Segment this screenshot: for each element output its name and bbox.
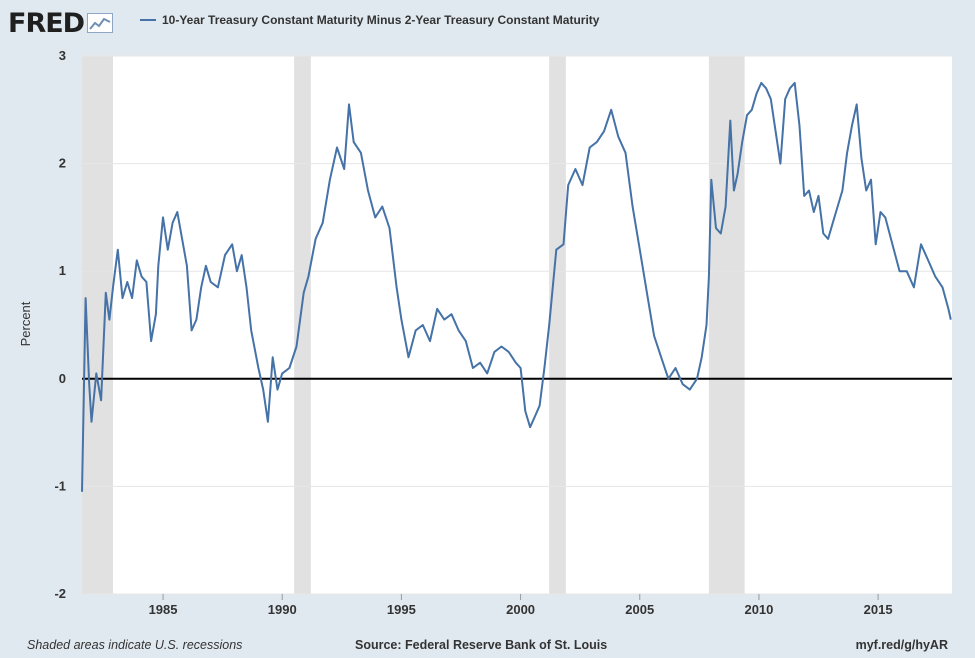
y-tick-label: -2 <box>54 586 66 601</box>
y-tick-label: 1 <box>59 263 66 278</box>
chart-header: FRED 10-Year Treasury Constant Maturity … <box>0 0 975 46</box>
x-tick-label: 2015 <box>864 602 893 617</box>
recession-band <box>294 56 311 594</box>
y-axis: 3 2 1 0 -1 -2 <box>54 48 66 601</box>
recession-band <box>549 56 566 594</box>
legend-series-label: 10-Year Treasury Constant Maturity Minus… <box>162 13 600 27</box>
chart-line-icon <box>87 13 114 33</box>
y-tick-label: -1 <box>54 478 66 493</box>
fred-logo[interactable]: FRED <box>8 6 114 40</box>
x-tick-label: 2000 <box>506 602 535 617</box>
legend: 10-Year Treasury Constant Maturity Minus… <box>140 13 599 27</box>
x-tick-label: 1990 <box>268 602 297 617</box>
source-text: Source: Federal Reserve Bank of St. Loui… <box>355 638 608 652</box>
x-tick-label: 2010 <box>744 602 773 617</box>
grid-lines <box>82 55 952 595</box>
series-line <box>81 81 952 492</box>
short-link[interactable]: myf.red/g/hyAR <box>855 638 948 652</box>
fred-logo-text: FRED <box>8 7 85 39</box>
y-tick-label: 3 <box>59 48 66 63</box>
recession-band <box>708 56 745 594</box>
recession-note: Shaded areas indicate U.S. recessions <box>27 638 243 652</box>
x-tick-label: 2005 <box>625 602 654 617</box>
x-axis: 1985 1990 1995 2000 2005 2010 2015 <box>149 594 893 617</box>
y-tick-label: 0 <box>59 371 66 386</box>
plot-area <box>82 56 952 594</box>
y-axis-label: Percent <box>18 301 33 346</box>
x-tick-label: 1995 <box>387 602 416 617</box>
legend-swatch <box>140 19 156 21</box>
x-tick-label: 1985 <box>149 602 178 617</box>
chart-footer: Shaded areas indicate U.S. recessions So… <box>0 634 975 658</box>
y-tick-label: 2 <box>59 156 66 171</box>
recession-bands <box>82 56 745 594</box>
chart: 3 2 1 0 -1 -2 1985 1990 1995 2000 2005 2010 2015 Pe… <box>18 48 952 617</box>
